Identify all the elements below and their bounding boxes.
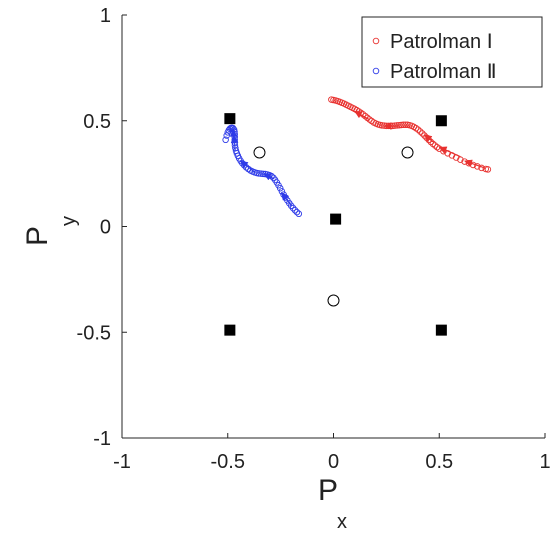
filled-square-marker xyxy=(435,324,447,336)
data-point xyxy=(416,128,424,135)
open-circle-marker xyxy=(327,294,340,307)
data-point xyxy=(276,184,284,192)
data-point xyxy=(378,122,386,129)
data-point xyxy=(400,121,407,129)
filled-square-marker xyxy=(224,113,236,125)
direction-arrow-head xyxy=(438,146,448,154)
data-point xyxy=(419,130,426,137)
series-1 xyxy=(328,96,492,173)
data-point xyxy=(291,206,299,214)
y-tick-label: 0.5 xyxy=(83,111,111,133)
data-point xyxy=(395,121,403,129)
x-axis-label-subscript: x xyxy=(337,511,347,533)
data-point xyxy=(484,166,492,173)
open-circle-marker xyxy=(253,146,266,159)
y-tick-label: -1 xyxy=(93,428,111,450)
legend-box xyxy=(361,16,543,88)
direction-arrow-head xyxy=(230,134,239,144)
direction-arrow-head xyxy=(240,160,249,169)
y-axis-label-group: Py xyxy=(21,216,80,246)
direction-arrow-head xyxy=(281,192,290,201)
series-2 xyxy=(222,124,303,218)
data-point xyxy=(364,114,371,122)
data-point xyxy=(393,122,401,129)
y-axis-label-subscript: y xyxy=(58,216,80,226)
x-axis-label: P xyxy=(318,474,338,507)
data-point xyxy=(289,204,297,212)
x-tick-label: -1 xyxy=(113,451,131,473)
x-tick-label: -0.5 xyxy=(211,451,245,473)
direction-arrow-head xyxy=(354,110,363,119)
direction-arrow-head xyxy=(424,134,433,143)
x-tick-label: 0.5 xyxy=(425,451,453,473)
y-axis-label: P xyxy=(21,226,54,246)
x-tick-label: 1 xyxy=(539,451,550,473)
open-circle-marker xyxy=(401,146,414,159)
data-point xyxy=(255,170,263,177)
direction-arrow-head xyxy=(383,122,392,130)
legend-label: Patrolman Ⅰ xyxy=(390,31,493,53)
legend-label: Patrolman Ⅱ xyxy=(390,61,497,83)
y-tick-label: 0 xyxy=(100,217,111,239)
direction-arrow-head xyxy=(263,173,272,181)
data-point xyxy=(223,132,230,139)
y-tick-label: 1 xyxy=(100,5,111,27)
x-tick-label: 0 xyxy=(328,451,339,473)
filled-square-marker xyxy=(330,213,342,225)
data-point xyxy=(402,121,409,129)
data-point xyxy=(414,126,422,133)
legend: Patrolman Ⅰ Patrolman Ⅱ xyxy=(361,16,543,88)
filled-square-marker xyxy=(224,324,236,336)
data-point xyxy=(293,208,301,216)
data-point xyxy=(429,140,437,148)
data-point xyxy=(431,142,439,149)
data-point xyxy=(457,156,464,163)
data-point xyxy=(222,136,229,144)
direction-arrow-head xyxy=(464,159,473,168)
data-point xyxy=(397,121,405,129)
data-point xyxy=(295,210,303,218)
y-tick-label: -0.5 xyxy=(77,322,111,344)
legend-marker xyxy=(372,37,380,45)
data-point xyxy=(270,174,277,182)
data-point xyxy=(427,138,435,146)
legend-marker xyxy=(372,67,380,75)
filled-square-marker xyxy=(435,115,447,127)
